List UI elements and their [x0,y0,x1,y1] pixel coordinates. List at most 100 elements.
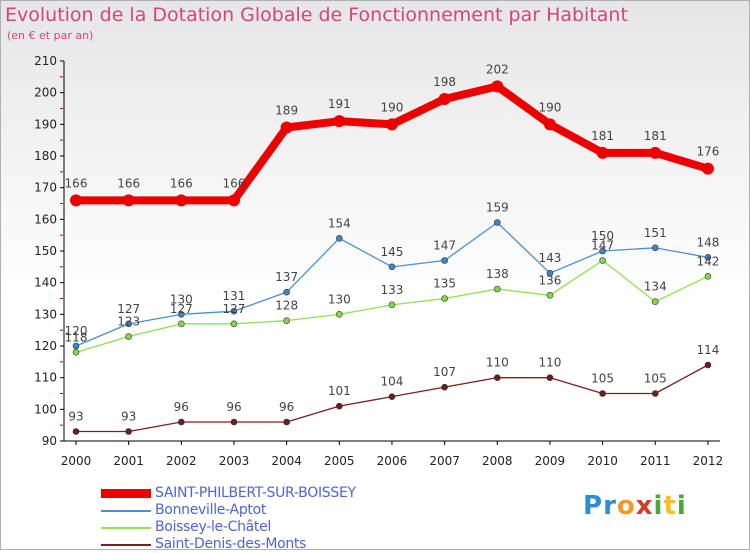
y-tick-label: 210 [34,54,57,68]
data-label: 110 [486,356,509,370]
x-tick-label: 2006 [377,454,408,468]
data-label: 190 [538,100,561,114]
x-tick-label: 2001 [113,454,144,468]
y-tick-label: 190 [34,117,57,131]
data-label: 166 [223,176,246,190]
data-point [546,292,554,299]
data-label: 138 [486,267,509,281]
y-tick-label: 180 [34,149,57,163]
data-label: 93 [121,410,136,424]
logo-letter: t [663,491,677,521]
data-label: 127 [223,302,246,316]
data-label: 151 [644,226,667,240]
data-point [704,273,712,280]
x-tick-label: 2010 [587,454,618,468]
data-label: 181 [644,129,667,143]
data-point [493,219,501,226]
y-tick-label: 90 [42,434,57,448]
x-tick-label: 2009 [535,454,566,468]
data-label: 123 [117,315,140,329]
y-tick-label: 200 [34,86,57,100]
data-point [122,194,135,207]
data-label: 142 [696,254,719,268]
data-point [125,428,132,435]
data-label: 118 [65,330,88,344]
x-tick-label: 2008 [482,454,513,468]
data-point [441,295,448,302]
data-label: 166 [170,176,193,190]
data-point [175,194,188,207]
data-label: 191 [328,97,351,111]
data-point [72,428,80,435]
legend-swatch [101,489,151,498]
data-point [72,342,80,350]
data-label: 96 [174,400,189,414]
data-label: 143 [538,251,561,265]
legend-label: SAINT-PHILBERT-SUR-BOISSEY [155,485,356,501]
logo-letter: o [616,491,636,521]
legend-label: Saint-Denis-des-Monts [155,536,307,552]
y-tick-label: 140 [34,276,57,290]
data-label: 130 [328,292,351,306]
data-point [178,311,185,318]
x-tick-label: 2012 [693,454,724,468]
data-label: 147 [433,239,456,253]
data-label: 135 [433,277,456,291]
data-label: 93 [68,410,83,424]
data-label: 105 [591,372,614,386]
data-point [230,307,238,315]
data-point [493,374,501,381]
x-tick-label: 2011 [640,454,671,468]
data-label: 105 [644,372,667,386]
data-label: 147 [591,239,614,253]
x-tick-label: 2007 [429,454,460,468]
data-label: 166 [65,176,88,190]
x-tick-label: 2004 [271,454,302,468]
data-label: 134 [644,280,667,294]
data-label: 133 [381,283,404,297]
data-label: 145 [381,245,404,259]
data-label: 202 [486,62,509,76]
data-label: 101 [328,384,351,398]
data-point [230,418,238,426]
y-tick-label: 130 [34,307,57,321]
data-point [596,146,609,159]
data-point [125,333,132,340]
data-point [70,194,82,207]
data-point [651,390,659,397]
data-point [335,311,343,318]
data-label: 114 [696,343,719,357]
data-point [546,374,554,381]
data-point [178,320,185,328]
x-tick-label: 2002 [166,454,197,468]
data-point [543,118,556,131]
data-label: 148 [696,235,719,249]
data-label: 110 [538,356,561,370]
legend-swatch [101,544,151,546]
data-label: 166 [117,176,140,190]
data-point [491,80,504,93]
data-label: 181 [591,129,614,143]
data-point [704,361,712,369]
chart-subtitle: (en € et par an) [7,29,94,42]
data-point [227,194,240,207]
data-point [438,93,451,105]
data-point [388,263,396,271]
data-label: 150 [591,229,614,243]
logo-letter: P [583,491,604,521]
data-point [335,235,343,242]
legend-label: Boissey-le-Châtel [155,519,272,535]
data-label: 127 [170,302,193,316]
data-point [388,393,396,400]
logo-letter: r [603,491,617,521]
data-point [283,418,290,426]
data-label: 107 [433,365,456,379]
data-label: 104 [381,375,404,389]
data-point [651,298,659,305]
y-tick-label: 150 [34,244,57,258]
data-point [283,288,290,296]
data-point [599,247,606,255]
data-point [283,317,290,324]
